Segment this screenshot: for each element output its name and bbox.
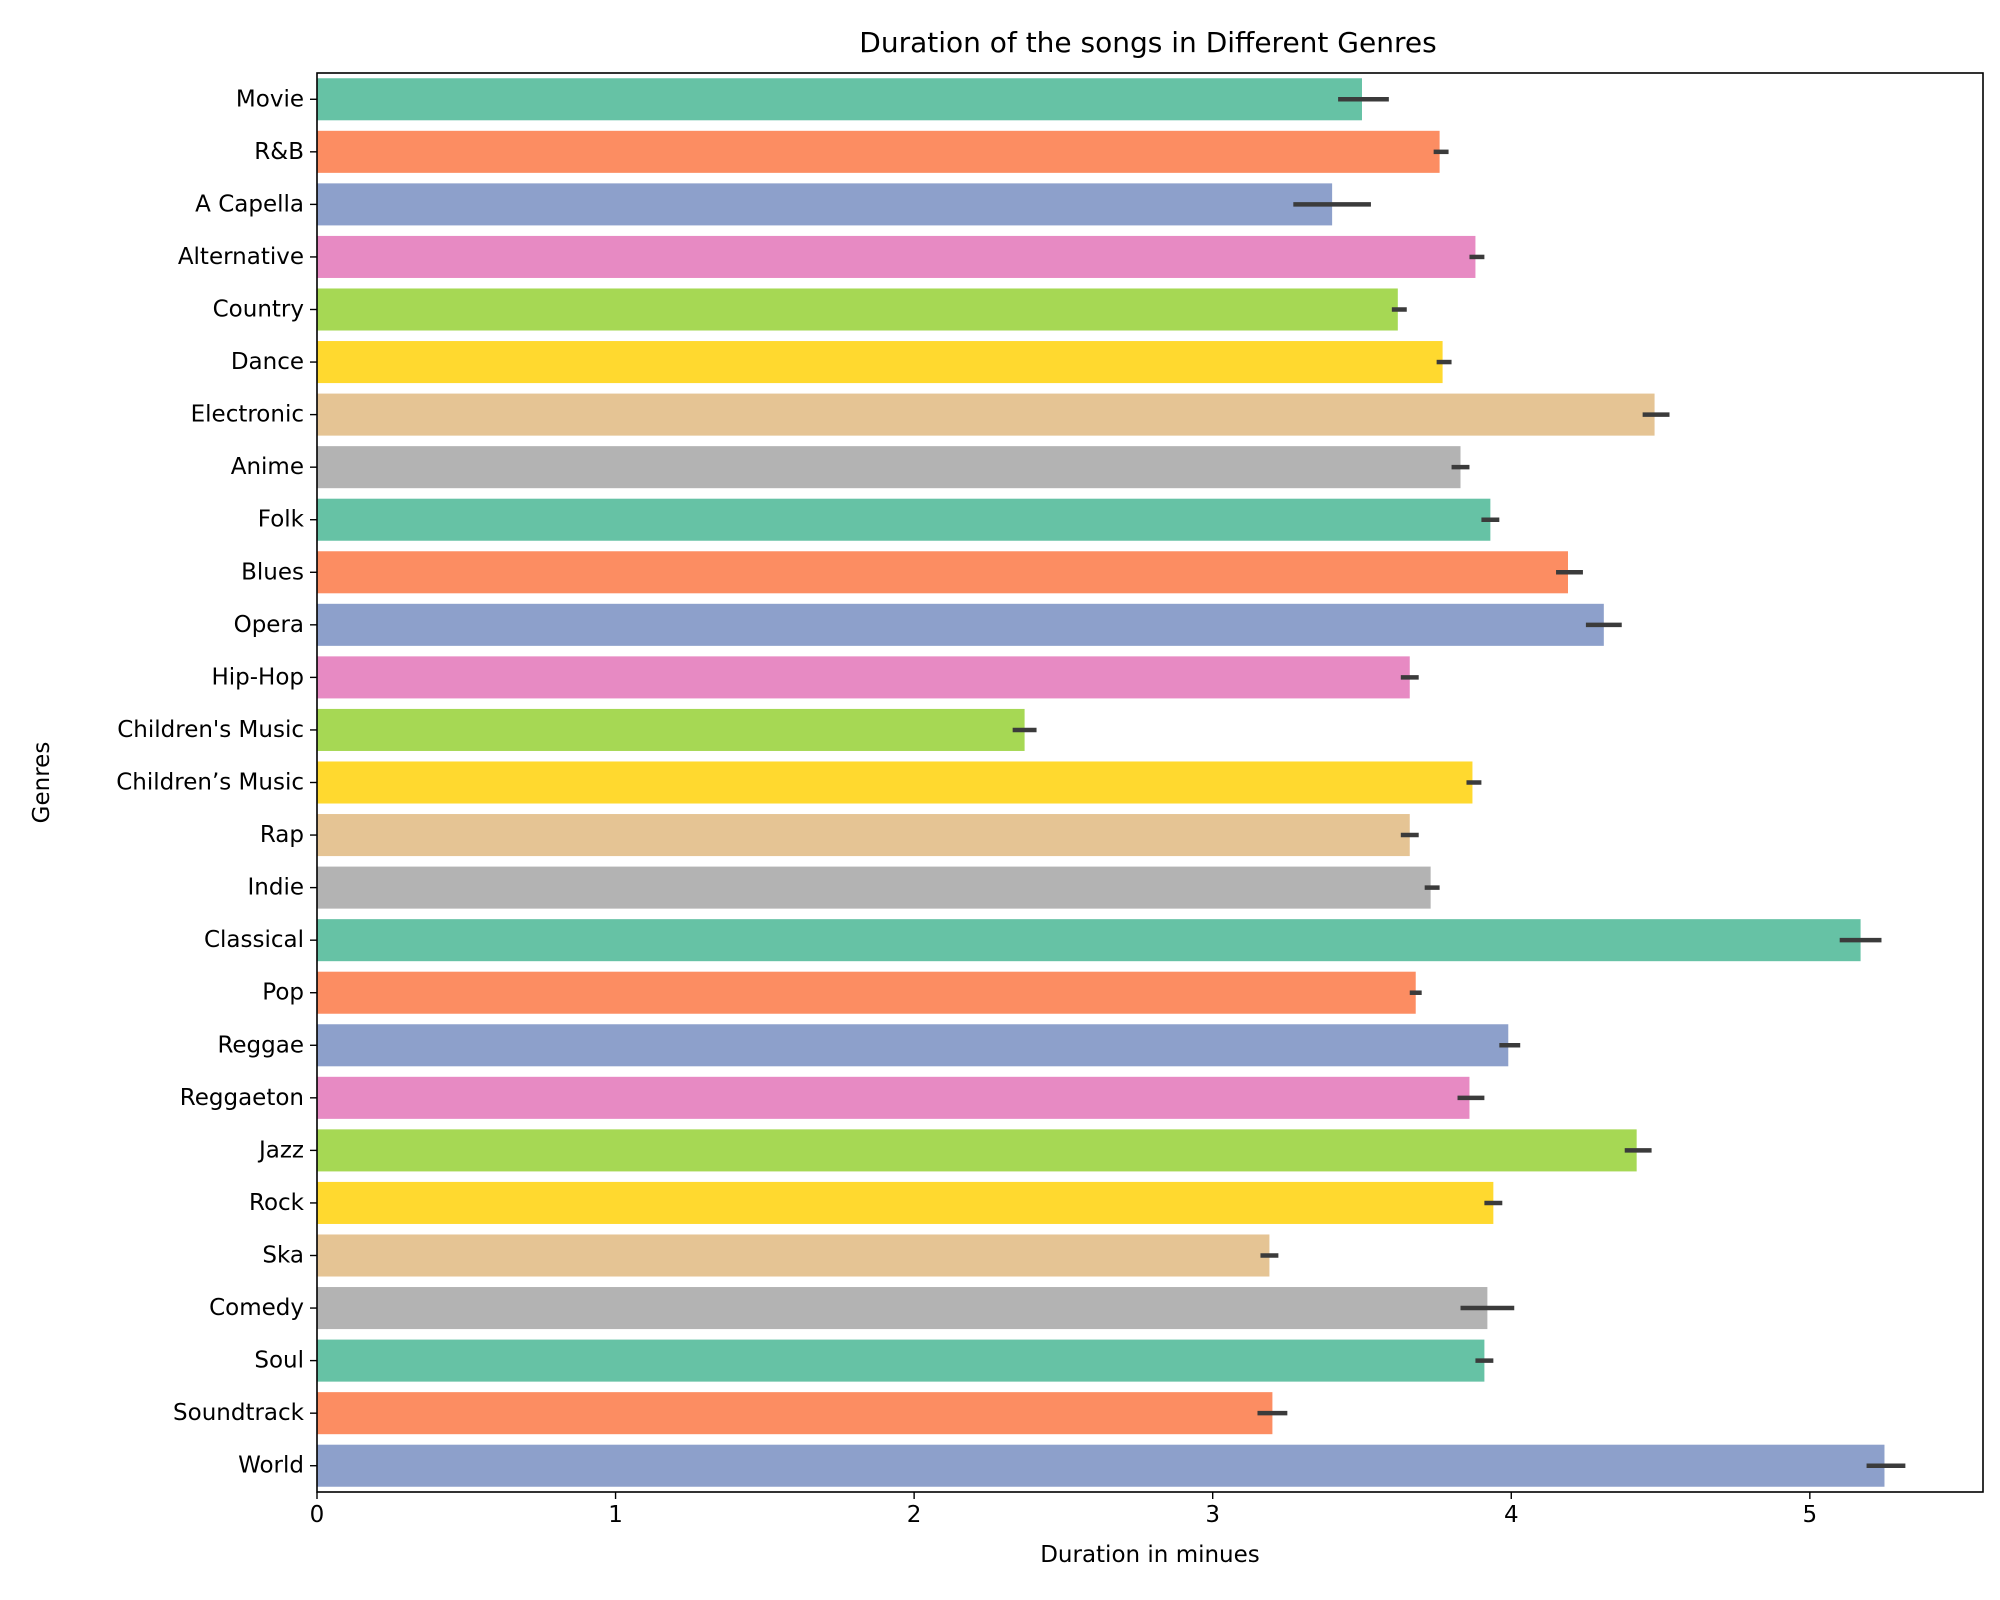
bar (317, 498, 1491, 541)
bar (317, 656, 1410, 699)
bar (317, 971, 1416, 1014)
bar (317, 183, 1333, 226)
y-axis-title: Genres (29, 742, 55, 824)
bar (317, 130, 1440, 173)
y-tick-label: Dance (231, 349, 304, 375)
y-tick-label: Movie (236, 86, 304, 112)
y-tick-label: Alternative (178, 244, 304, 270)
error-bars-group (1012, 97, 1906, 1468)
bar (317, 814, 1410, 857)
y-tick-label: Ska (262, 1243, 304, 1269)
bar (317, 288, 1398, 331)
y-tick-label: Children’s Music (116, 770, 304, 796)
y-tick-label: Hip-Hop (211, 664, 304, 690)
bar (317, 235, 1476, 278)
bar (317, 603, 1604, 646)
bar (317, 446, 1461, 489)
x-tick-label: 3 (1205, 1502, 1220, 1528)
y-tick-label: Electronic (191, 402, 304, 428)
x-axis-ticks: 0 1 2 3 4 5 (310, 1492, 1817, 1528)
bar (317, 1129, 1637, 1172)
bar (317, 708, 1025, 751)
x-tick-label: 0 (310, 1502, 325, 1528)
bar (317, 1392, 1273, 1435)
bar (317, 1287, 1488, 1330)
x-tick-label: 4 (1504, 1502, 1519, 1528)
bar (317, 1444, 1885, 1487)
y-tick-label: Classical (204, 927, 304, 953)
x-tick-label: 2 (907, 1502, 922, 1528)
y-tick-label: Reggae (217, 1032, 304, 1058)
bar (317, 761, 1473, 804)
bar (317, 1234, 1270, 1277)
bar (317, 341, 1443, 384)
y-tick-label: Blues (241, 559, 304, 585)
bar (317, 1024, 1509, 1067)
x-tick-label: 5 (1803, 1502, 1818, 1528)
bar (317, 1339, 1485, 1382)
bar (317, 1076, 1470, 1119)
y-tick-label: Rock (249, 1190, 305, 1216)
y-axis-ticks: Movie R&B A Capella Alternative Country Dance… (116, 86, 317, 1479)
y-tick-label: Indie (247, 875, 304, 901)
y-tick-label: Country (213, 297, 304, 323)
y-tick-label: Reggaeton (180, 1085, 304, 1111)
bar (317, 866, 1431, 909)
y-tick-label: Pop (262, 980, 304, 1006)
y-tick-label: Comedy (209, 1295, 304, 1321)
bar (317, 78, 1362, 121)
bar (317, 551, 1568, 594)
bars-group (317, 78, 1885, 1487)
y-tick-label: Anime (231, 454, 304, 480)
y-tick-label: World (238, 1453, 304, 1479)
y-tick-label: Soul (254, 1348, 304, 1374)
y-tick-label: A Capella (195, 191, 304, 217)
y-tick-label: Jazz (257, 1137, 304, 1163)
y-tick-label: Soundtrack (173, 1400, 305, 1426)
plot-frame (316, 72, 1984, 1493)
x-tick-label: 1 (608, 1502, 623, 1528)
y-tick-label: Children's Music (117, 717, 304, 743)
y-tick-label: Folk (258, 507, 305, 533)
y-tick-label: Rap (260, 822, 304, 848)
bar (317, 393, 1655, 436)
chart-title: Duration of the songs in Different Genre… (859, 26, 1436, 59)
bar (317, 1181, 1494, 1224)
y-tick-label: R&B (254, 139, 304, 165)
x-axis-title: Duration in minues (1040, 1542, 1260, 1568)
bar (317, 919, 1861, 962)
y-tick-label: Opera (234, 612, 304, 638)
